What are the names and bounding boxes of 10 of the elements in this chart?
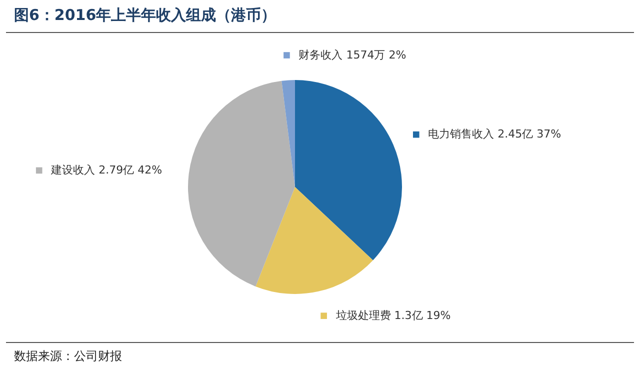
chart-title: 图6：2016年上半年收入组成（港币） (14, 6, 276, 25)
legend-label: 财务收入 1574万 2% (298, 48, 406, 62)
pie-slice (295, 80, 402, 260)
legend-label: 建设收入 2.79亿 42% (50, 163, 162, 176)
legend-label: 电力销售收入 2.45亿 37% (428, 128, 562, 141)
pie-slice (188, 80, 295, 286)
pie-slice (282, 80, 295, 187)
legend-label: 垃圾处理费 1.3亿 19% (334, 308, 451, 322)
pie-slice (256, 187, 373, 294)
source-note: 数据来源：公司财报 (14, 348, 122, 365)
